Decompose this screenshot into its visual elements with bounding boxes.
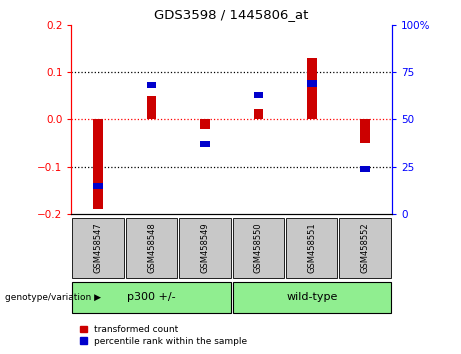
Title: GDS3598 / 1445806_at: GDS3598 / 1445806_at	[154, 8, 309, 21]
Bar	[200, 141, 210, 147]
Bar	[307, 58, 317, 119]
Bar	[254, 109, 263, 119]
Text: p300 +/-: p300 +/-	[127, 292, 176, 302]
FancyBboxPatch shape	[233, 218, 284, 278]
Bar	[93, 183, 103, 189]
Text: GSM458550: GSM458550	[254, 223, 263, 273]
FancyBboxPatch shape	[339, 218, 391, 278]
Text: genotype/variation ▶: genotype/variation ▶	[5, 293, 100, 302]
Bar	[361, 119, 370, 143]
Bar	[254, 92, 263, 98]
FancyBboxPatch shape	[179, 218, 230, 278]
Text: GSM458552: GSM458552	[361, 223, 370, 273]
FancyBboxPatch shape	[233, 282, 391, 313]
Legend: transformed count, percentile rank within the sample: transformed count, percentile rank withi…	[76, 321, 251, 349]
FancyBboxPatch shape	[126, 218, 177, 278]
Text: GSM458547: GSM458547	[94, 223, 103, 273]
Text: wild-type: wild-type	[286, 292, 337, 302]
FancyBboxPatch shape	[72, 282, 230, 313]
Bar	[147, 82, 156, 88]
Text: GSM458548: GSM458548	[147, 223, 156, 273]
FancyBboxPatch shape	[72, 218, 124, 278]
Bar	[93, 119, 103, 210]
Bar	[361, 166, 370, 172]
Bar	[147, 96, 156, 119]
Bar	[307, 80, 317, 87]
Bar	[200, 119, 210, 129]
FancyBboxPatch shape	[286, 218, 337, 278]
Text: GSM458549: GSM458549	[201, 223, 209, 273]
Text: GSM458551: GSM458551	[307, 223, 316, 273]
